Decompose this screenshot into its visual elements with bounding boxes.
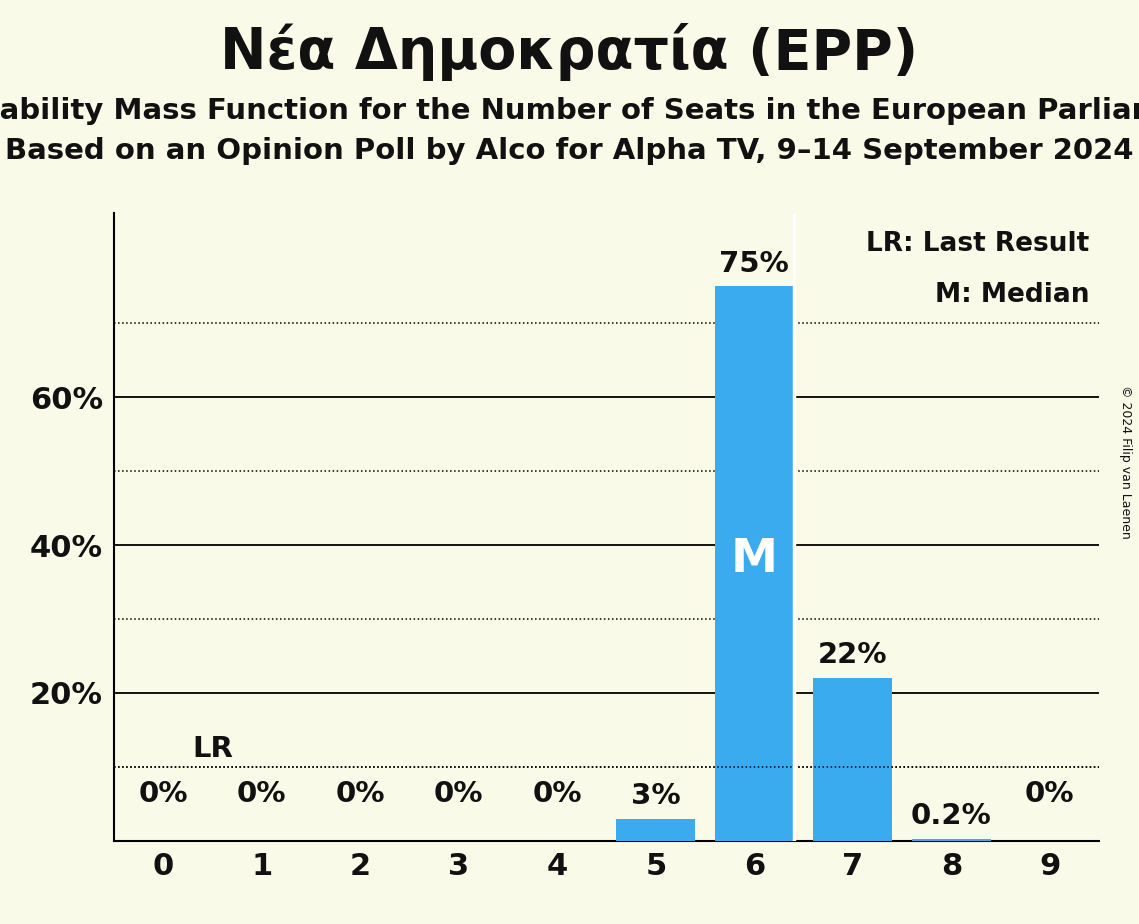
Text: © 2024 Filip van Laenen: © 2024 Filip van Laenen [1118,385,1132,539]
Bar [912,839,991,841]
Text: Based on an Opinion Poll by Alco for Alpha TV, 9–14 September 2024: Based on an Opinion Poll by Alco for Alp… [6,137,1133,164]
Bar [813,678,892,841]
Text: 75%: 75% [720,249,789,277]
Text: 0%: 0% [139,780,188,808]
Text: Νέα Δημοκρατία (EPP): Νέα Δημοκρατία (EPP) [221,23,918,81]
Text: 0%: 0% [336,780,385,808]
Text: Probability Mass Function for the Number of Seats in the European Parliament: Probability Mass Function for the Number… [0,97,1139,125]
Text: 0%: 0% [434,780,483,808]
Text: 0.2%: 0.2% [911,802,992,831]
Text: 0%: 0% [533,780,582,808]
Text: LR: Last Result: LR: Last Result [866,231,1089,258]
Text: 22%: 22% [818,641,887,669]
Bar [715,286,794,841]
Bar [616,819,695,841]
Text: 0%: 0% [1025,780,1074,808]
Text: 3%: 3% [631,782,681,809]
Text: M: M [731,538,778,582]
Text: 0%: 0% [237,780,286,808]
Text: LR: LR [192,736,233,763]
Text: M: Median: M: Median [935,282,1089,308]
